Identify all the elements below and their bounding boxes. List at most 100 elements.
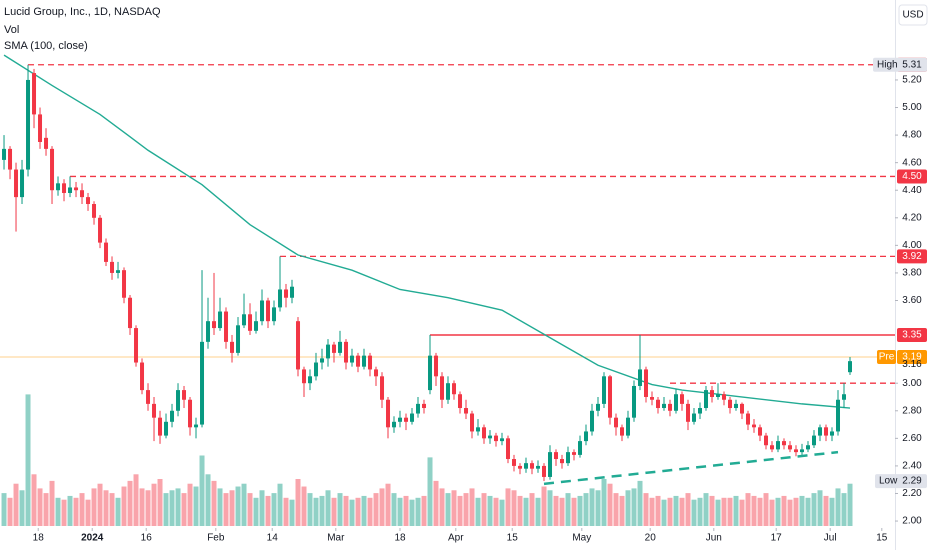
volume-bar <box>325 490 331 526</box>
volume-bar <box>361 495 367 526</box>
volume-bar <box>727 497 733 526</box>
candle-body <box>536 465 541 469</box>
volume-bar <box>427 457 433 526</box>
candle-body <box>44 137 49 149</box>
candle-body <box>764 435 769 446</box>
y-tick-label: 2.60 <box>902 433 922 444</box>
candle-body <box>284 289 289 298</box>
y-tick-label: 2.40 <box>902 461 922 472</box>
y-tick-label: 4.40 <box>902 185 922 196</box>
x-tick-label: 14 <box>267 533 279 544</box>
volume-bar <box>61 499 67 526</box>
volume-bar <box>133 474 139 526</box>
candle-body <box>740 403 745 414</box>
candle-body <box>728 399 733 409</box>
candle-body <box>404 417 409 422</box>
volume-bar <box>751 495 757 526</box>
price-level-label: 3.92 <box>902 251 922 262</box>
candle-body <box>812 435 817 446</box>
x-tick-label: Feb <box>207 533 225 544</box>
volume-bar <box>151 483 157 526</box>
candle-body <box>440 376 445 400</box>
x-tick-label: 2024 <box>81 533 104 544</box>
candle-body <box>122 270 127 298</box>
candle-body <box>710 390 715 397</box>
y-tick-label: 5.20 <box>902 75 922 86</box>
volume-bar <box>403 495 409 526</box>
volume-bar <box>337 493 343 526</box>
volume-bar <box>793 497 799 526</box>
volume-bar <box>169 490 175 526</box>
volume-bar <box>175 488 181 526</box>
volume-bar <box>505 488 511 526</box>
volume-bar <box>55 497 61 526</box>
candle-body <box>176 390 181 411</box>
currency-label[interactable]: USD <box>902 10 923 21</box>
candle-body <box>434 355 439 377</box>
volume-bar <box>187 483 193 526</box>
candle-body <box>236 325 241 353</box>
candle-body <box>386 399 391 428</box>
low-value: 2.29 <box>902 476 922 487</box>
candle-body <box>494 435 499 442</box>
pre-label: Pre <box>879 352 895 363</box>
candle-body <box>680 394 685 404</box>
candle-body <box>362 355 367 367</box>
candle-body <box>674 394 679 411</box>
y-tick-label: 4.80 <box>902 130 922 141</box>
candle-body <box>152 403 157 418</box>
candle-body <box>608 376 613 418</box>
candle-body <box>230 341 235 353</box>
volume-bar <box>829 497 835 526</box>
volume-legend: Vol <box>4 24 19 36</box>
volume-bar <box>247 493 253 526</box>
candle-body <box>8 148 13 170</box>
volume-bar <box>583 493 589 526</box>
currency-button[interactable] <box>898 4 928 26</box>
candle-body <box>452 383 457 395</box>
volume-bar <box>79 493 85 526</box>
volume-bar <box>163 493 169 526</box>
volume-bar <box>307 493 313 526</box>
volume-bar <box>367 497 373 526</box>
candle-body <box>734 403 739 409</box>
candle-body <box>566 452 571 464</box>
volume-bar <box>343 495 349 526</box>
volume-bar <box>253 497 259 526</box>
volume-bar <box>31 474 37 526</box>
candle-body <box>350 355 355 363</box>
candle-body <box>380 376 385 400</box>
candle-body <box>416 403 421 414</box>
volume-bar <box>475 497 481 526</box>
volume-bar <box>661 499 667 526</box>
candle-body <box>110 261 115 273</box>
candle-body <box>182 390 187 400</box>
candle-body <box>296 321 301 370</box>
candle-body <box>620 427 625 436</box>
sma-line <box>3 54 851 409</box>
low-label: Low <box>879 476 898 487</box>
volume-bar <box>721 497 727 526</box>
volume-bar <box>457 495 463 526</box>
candle-body <box>836 399 841 432</box>
y-tick-label: 2.80 <box>902 405 922 416</box>
candle-body <box>668 403 673 411</box>
candle-body <box>638 369 643 386</box>
volume-bar <box>85 499 91 526</box>
candle-body <box>290 286 295 298</box>
volume-bar <box>817 490 823 526</box>
volume-bar <box>103 490 109 526</box>
volume-bar <box>181 493 187 526</box>
volume-bar <box>313 497 319 526</box>
volume-bar <box>43 493 49 526</box>
x-tick-label: 16 <box>141 533 153 544</box>
volume-bar <box>745 493 751 526</box>
volume-bar <box>139 488 145 526</box>
volume-bar <box>625 490 631 526</box>
volume-bar <box>775 497 781 526</box>
volume-bar <box>445 493 451 526</box>
volume-bar <box>229 490 235 526</box>
chart-title: Lucid Group, Inc., 1D, NASDAQ <box>4 6 161 18</box>
volume-bar <box>385 483 391 526</box>
candle-body <box>548 452 553 477</box>
